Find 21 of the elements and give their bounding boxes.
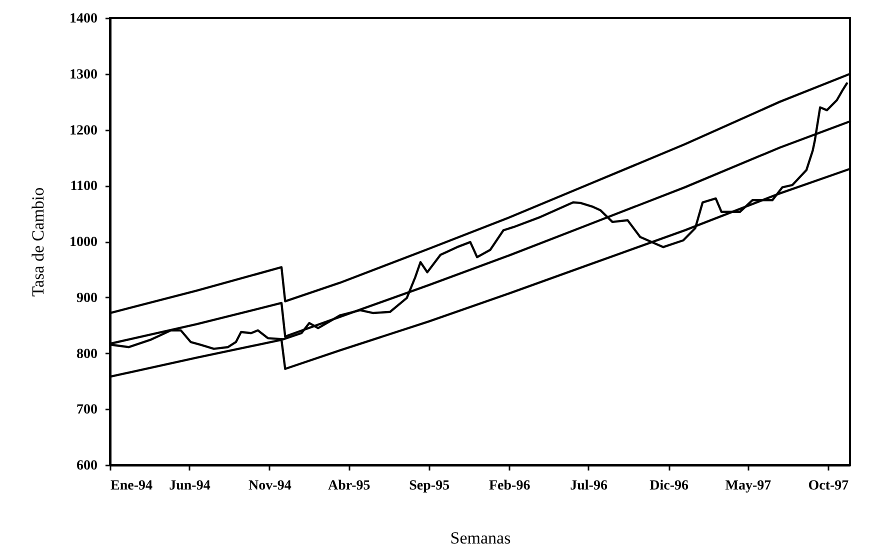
- y-tick-label: 1300: [70, 67, 98, 82]
- x-tick-label: Nov-94: [248, 478, 292, 494]
- x-tick-label: Dic-96: [650, 478, 688, 494]
- y-tick-label: 1000: [70, 235, 98, 250]
- y-axis-title: Tasa de Cambio: [28, 187, 48, 297]
- y-tick-label: 1200: [70, 123, 98, 138]
- y-tick-label: 800: [76, 346, 98, 362]
- x-tick-label: Oct-97: [808, 478, 849, 494]
- y-tick-label: 1400: [70, 12, 98, 26]
- y-tick-label: 600: [76, 458, 98, 474]
- x-tick-label: Ene-94: [110, 478, 152, 494]
- y-tick-label: 700: [76, 402, 98, 418]
- x-tick-label: Jul-96: [570, 478, 608, 494]
- x-tick-label: Feb-96: [489, 478, 530, 494]
- x-tick-label: May-97: [725, 478, 772, 494]
- x-tick-label: Sep-95: [409, 478, 450, 494]
- x-tick-label: Abr-95: [328, 478, 370, 494]
- x-axis-title: Semanas: [450, 528, 511, 548]
- y-tick-label: 900: [76, 290, 98, 306]
- x-tick-label: Jun-94: [169, 478, 210, 494]
- y-tick-label: 1100: [70, 179, 98, 194]
